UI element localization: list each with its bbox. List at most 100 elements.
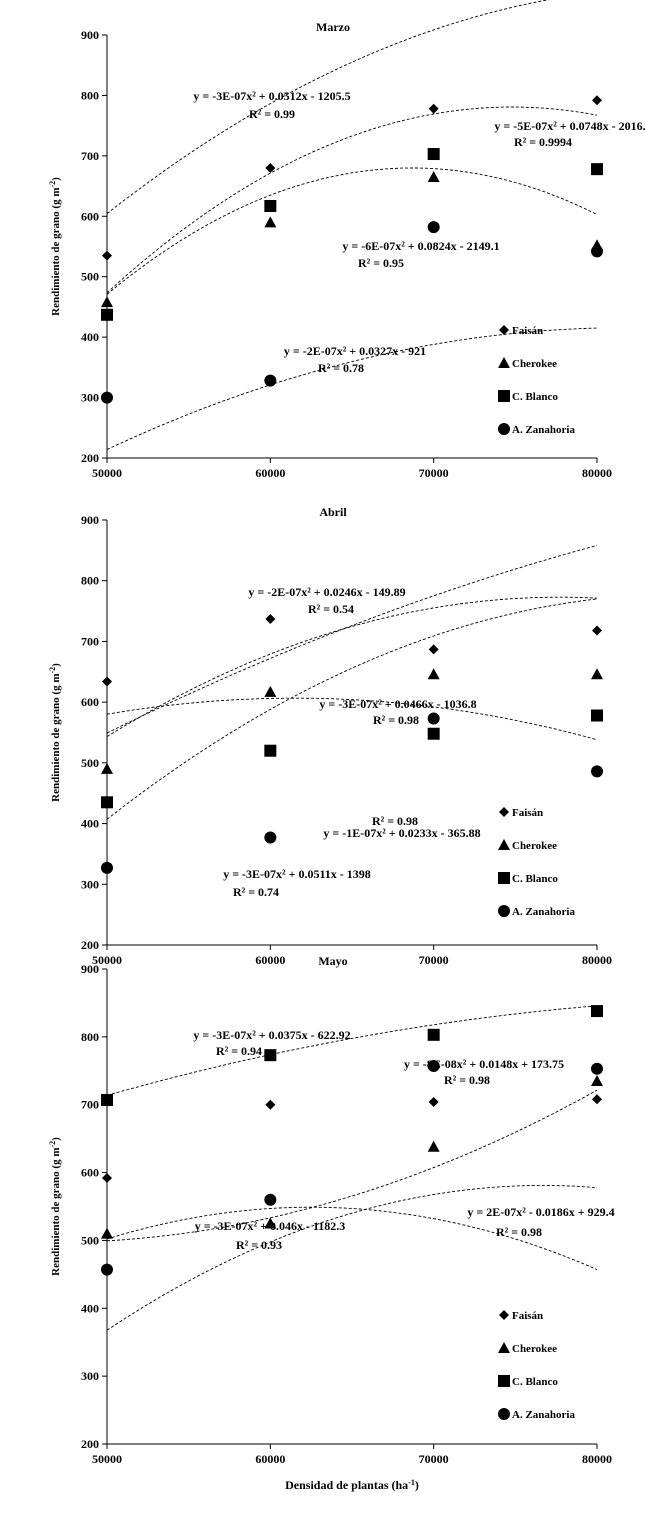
trendline-cherokee [106,596,598,737]
chart-title: Mayo [318,954,347,968]
y-tick-label: 500 [81,1233,99,1247]
y-tick-label: 700 [81,634,99,648]
chart-title: Marzo [316,20,350,34]
y-tick-label: 400 [81,330,99,344]
data-point-c-blanco [264,200,277,213]
data-point-fais-n [102,250,112,261]
trend-equation: y = 2E-07x² - 0.0186x + 929.4 [467,1205,614,1219]
y-tick-label: 700 [81,149,99,163]
data-point-fais-n [102,1173,112,1183]
data-point-c-blanco [427,1028,440,1041]
data-point-c-blanco [591,709,603,722]
trendline-fais-n [106,0,550,214]
data-point-c-blanco [264,1049,277,1062]
y-tick-label: 500 [81,756,99,770]
y-tick-label: 200 [81,451,99,465]
trendline-cherokee [106,1089,598,1242]
data-point-a-zanahoria [591,765,603,778]
r-squared-label: R² = 0.9994 [514,135,572,149]
legend-entry: Faisán [512,325,543,337]
data-point-c-blanco [101,1093,113,1106]
data-point-c-blanco [591,163,603,176]
data-point-cherokee [101,762,113,774]
legend-marker-a-zanahoria [498,423,510,435]
trend-equation: y = -8E-08x² + 0.0148x + 173.75 [404,1057,564,1071]
data-point-a-zanahoria [427,712,440,725]
trendline-c-blanco [106,106,598,294]
y-tick-label: 800 [81,1030,99,1044]
r-squared-label: R² = 0.98 [372,814,418,828]
chart-title: Abril [319,505,347,519]
data-point-a-zanahoria [101,861,113,874]
legend-marker-fais-n [499,325,509,335]
legend-entry: A. Zanahoria [512,906,575,918]
legend-entry: Faisán [512,807,543,819]
legend-entry: C. Blanco [512,391,558,403]
data-point-cherokee [427,668,440,680]
data-point-fais-n [428,1097,439,1107]
legend-marker-fais-n [499,807,509,817]
y-tick-label: 600 [81,209,99,223]
legend-entry: Faisán [512,1310,543,1322]
r-squared-label: R² = 0.98 [444,1073,490,1087]
x-tick-label: 60000 [255,1452,285,1466]
data-point-a-zanahoria [264,831,277,844]
trend-equation: y = -3E-07x² + 0.0375x - 622.92 [193,1028,350,1042]
data-point-cherokee [264,216,277,228]
legend-entry: A. Zanahoria [512,1409,575,1421]
data-point-cherokee [427,171,440,183]
data-point-a-zanahoria [427,221,440,234]
data-point-c-blanco [264,744,277,757]
data-point-fais-n [428,644,439,655]
data-point-fais-n [265,1099,276,1110]
trend-equation: y = -2E-07x² + 0.0246x - 149.89 [248,585,405,599]
x-tick-label: 60000 [255,466,285,480]
y-tick-label: 200 [81,1437,99,1451]
data-point-fais-n [592,1094,602,1105]
data-point-fais-n [102,676,112,687]
legend-entry: C. Blanco [512,1376,558,1388]
legend-marker-c-blanco [498,1375,510,1387]
r-squared-label: R² = 0.95 [358,256,404,270]
data-point-c-blanco [101,308,113,321]
y-tick-label: 600 [81,1166,99,1180]
y-tick-label: 500 [81,270,99,284]
y-tick-label: 700 [81,1098,99,1112]
data-point-fais-n [428,103,439,114]
legend-marker-a-zanahoria [498,905,510,917]
x-tick-label: 70000 [419,1452,449,1466]
trend-equation: y = -1E-07x² + 0.0233x - 365.88 [323,826,480,840]
chart-panel-marzo: 200 300 400 500 600 700 800 900 50000 60000 70000 8… [48,0,645,480]
x-tick-label: 50000 [92,953,122,967]
r-squared-label: R² = 0.54 [308,602,354,616]
y-tick-label: 900 [81,513,99,527]
y-tick-label: 400 [81,1301,99,1315]
y-tick-label: 900 [81,28,99,42]
legend-entry: Cherokee [512,358,557,370]
data-point-fais-n [265,162,276,173]
data-point-c-blanco [591,1005,603,1018]
trendline-c-blanco [106,544,598,734]
legend-marker-cherokee [498,357,510,368]
data-point-cherokee [591,668,603,680]
r-squared-label: R² = 0.94 [216,1044,262,1058]
data-point-a-zanahoria [591,245,603,258]
trendline-c-blanco [106,1005,598,1096]
data-point-a-zanahoria [101,391,113,404]
trendline-fais-n [106,697,598,741]
trend-equation: y = -6E-07x² + 0.0824x - 2149.1 [342,239,499,253]
trend-equation: y = -3E-07x² + 0.0466x - 1036.8 [319,697,476,711]
data-point-cherokee [264,1217,277,1229]
data-point-c-blanco [101,796,113,809]
y-axis-label: Rendimiento de grano (g m-2) [48,177,63,316]
legend-marker-c-blanco [498,872,510,884]
x-tick-label: 70000 [419,953,449,967]
x-axis-label: Densidad de plantas (ha-1) [285,1478,419,1493]
trend-equation: y = -3E-07x² + 0.0511x - 1398 [223,867,371,881]
x-tick-label: 50000 [92,1452,122,1466]
trendline-cherokee [106,167,598,295]
r-squared-label: R² = 0.93 [236,1238,282,1252]
data-point-fais-n [265,613,276,624]
trendline-a-zanahoria [106,598,598,820]
y-tick-label: 600 [81,695,99,709]
